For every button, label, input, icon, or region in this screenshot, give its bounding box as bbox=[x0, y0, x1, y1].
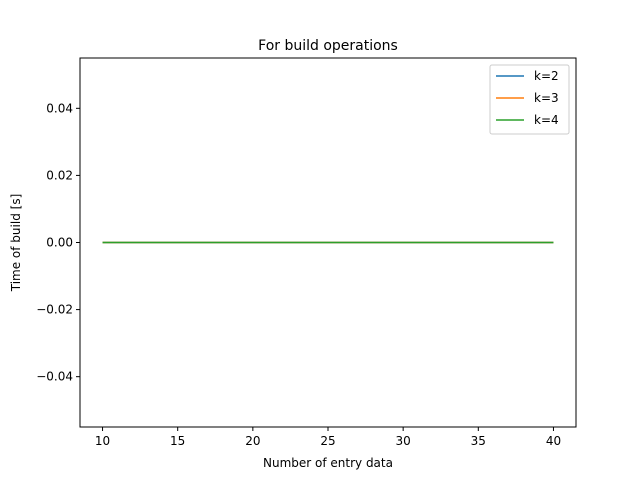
y-tick-label: −0.04 bbox=[36, 370, 73, 384]
x-tick-label: 10 bbox=[95, 434, 110, 448]
x-tick-label: 25 bbox=[320, 434, 335, 448]
x-axis-label: Number of entry data bbox=[263, 456, 393, 470]
y-tick-label: 0.04 bbox=[46, 101, 73, 115]
plot-area: 10 15 20 25 30 35 40 −0.04 −0.02 0.00 0.02 0.04 bbox=[36, 57, 577, 448]
x-tick-label: 20 bbox=[245, 434, 260, 448]
y-tick-label: 0.02 bbox=[46, 168, 73, 182]
legend-label: k=2 bbox=[534, 69, 559, 83]
x-tick-label: 40 bbox=[546, 434, 561, 448]
y-axis-label: Time of build [s] bbox=[9, 194, 23, 293]
legend-label: k=3 bbox=[534, 91, 559, 105]
legend-box bbox=[489, 64, 570, 135]
y-tick-label: −0.02 bbox=[36, 303, 73, 317]
legend: k=2 k=3 k=4 bbox=[489, 64, 570, 135]
x-tick-label: 30 bbox=[396, 434, 411, 448]
legend-label: k=4 bbox=[534, 113, 559, 127]
y-tick-label: 0.00 bbox=[46, 236, 73, 250]
x-tick-label: 35 bbox=[471, 434, 486, 448]
y-axis: −0.04 −0.02 0.00 0.02 0.04 bbox=[36, 101, 80, 384]
chart-title: For build operations bbox=[258, 38, 398, 54]
x-axis: 10 15 20 25 30 35 40 bbox=[95, 427, 561, 448]
legend-items: k=2 k=3 k=4 bbox=[496, 69, 559, 127]
x-tick-label: 15 bbox=[170, 434, 185, 448]
